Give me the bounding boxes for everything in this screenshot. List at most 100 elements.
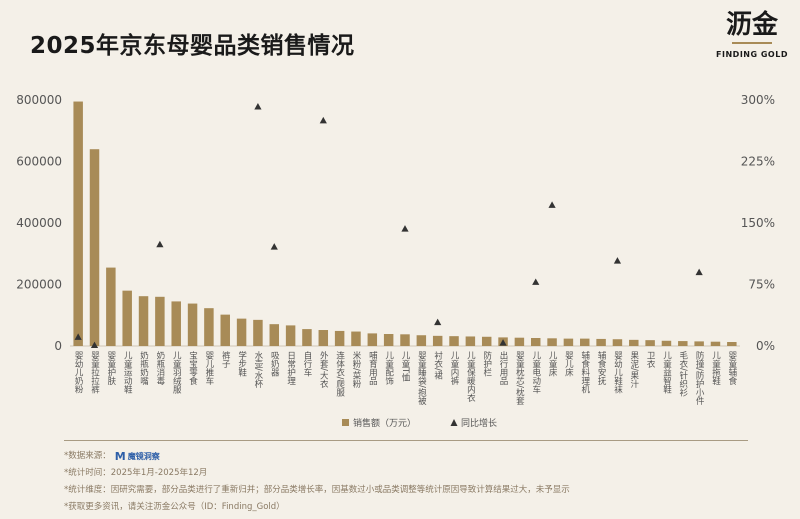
category-label: 果泥/果汁 <box>629 351 639 389</box>
brand-logo: 沥金 FINDING GOLD <box>712 10 792 59</box>
category-label: 奶瓶奶嘴 <box>139 350 149 386</box>
bar <box>481 336 492 346</box>
bar <box>269 324 280 346</box>
source-logo-text: 魔镜洞察 <box>127 452 160 461</box>
more-info-note: *获取更多资讯，请关注沥金公众号（ID：Finding_Gold） <box>64 502 285 512</box>
source-logo: M 魔镜洞察 <box>115 448 160 465</box>
chart-title: 2025年京东母婴品类销售情况 <box>30 33 355 59</box>
category-label: 出行用品 <box>498 350 508 386</box>
category-label: 儿童羽绒服 <box>171 351 181 394</box>
bar <box>367 333 378 346</box>
category-label: 米粉/菜粉 <box>351 350 361 388</box>
right-axis-tick: 0% <box>756 339 775 353</box>
category-label: 婴童睡袋/抱被 <box>416 351 426 406</box>
category-label: 儿童内裤 <box>449 351 459 386</box>
category-label: 奶瓶消毒 <box>155 350 165 386</box>
bar <box>629 339 639 346</box>
category-label: 婴儿推车 <box>204 351 214 386</box>
bar <box>220 314 230 346</box>
footnotes: *数据来源： M 魔镜洞察 *统计时间：2025年1月-2025年12月 *统计… <box>64 448 570 516</box>
bar <box>645 340 655 346</box>
bar <box>334 330 345 346</box>
bar <box>416 335 427 346</box>
bar <box>678 341 688 346</box>
category-label: 儿童运动鞋 <box>122 351 132 394</box>
bar <box>236 318 247 346</box>
bar <box>155 296 165 346</box>
growth-marker <box>156 240 164 248</box>
bar <box>187 303 198 346</box>
category-label: 婴童辅食 <box>727 351 737 386</box>
category-label: 婴童枕芯/枕套 <box>514 351 524 406</box>
growth-marker <box>695 268 703 276</box>
right-axis-tick: 225% <box>741 155 775 169</box>
bar <box>73 101 83 346</box>
bar <box>302 329 312 346</box>
bar-chart: 800000 600000 400000 200000 0 300% 225% 150% 75%… <box>16 93 775 429</box>
brand-divider <box>732 42 772 44</box>
bar <box>710 341 721 346</box>
bar <box>318 330 329 346</box>
right-axis-tick: 300% <box>741 93 775 107</box>
bar <box>432 335 443 346</box>
legend-bar-swatch <box>342 419 349 426</box>
bar <box>514 337 525 346</box>
source-logo-icon: M <box>114 450 126 463</box>
bar <box>351 331 361 346</box>
bar <box>530 338 541 346</box>
category-label: 儿童配饰 <box>384 351 394 386</box>
category-label: 连体衣/爬服 <box>335 350 345 397</box>
bar <box>449 336 459 346</box>
bar <box>253 319 263 346</box>
bar <box>383 334 394 346</box>
category-label: 儿童电动车 <box>531 351 541 394</box>
left-axis-tick: 200000 <box>16 278 62 292</box>
left-axis-tick: 600000 <box>16 155 62 169</box>
category-label: 防护栏 <box>482 350 492 377</box>
period-note: *统计时间：2025年1月-2025年12月 <box>64 468 208 478</box>
brand-name-en: FINDING GOLD <box>716 50 788 59</box>
category-label: 婴幼儿鞋袜 <box>612 351 622 394</box>
category-label: 裤子 <box>220 350 230 368</box>
category-label: 婴童护肤 <box>106 351 116 386</box>
bar <box>400 334 410 346</box>
legend-marker-swatch <box>450 419 458 426</box>
source-note: *数据来源： M 魔镜洞察 <box>64 448 570 465</box>
category-label: 防撞/防护小件 <box>694 350 704 405</box>
legend-bar-label: 销售额（万元） <box>353 417 416 429</box>
category-label: 衬衣/裙 <box>433 350 443 380</box>
bar <box>106 267 116 346</box>
bar <box>547 338 557 346</box>
footer-divider <box>64 440 748 441</box>
bar <box>171 301 181 346</box>
bar <box>138 296 149 346</box>
category-label: 辅食安抚 <box>596 350 606 386</box>
dimension-note: *统计维度：因研究需要，部分品类进行了重新归并；部分品类增长率，因基数过小或品类… <box>64 485 570 495</box>
bar <box>727 342 737 346</box>
source-label: *数据来源： <box>64 451 111 461</box>
right-axis-tick: 75% <box>748 278 775 292</box>
bar <box>661 340 672 346</box>
growth-marker <box>254 102 262 110</box>
bar <box>596 338 606 346</box>
bar <box>89 149 100 346</box>
category-label: 自行车 <box>302 350 312 377</box>
growth-marker <box>613 257 622 264</box>
category-label: 儿童T恤 <box>400 351 410 383</box>
category-label: 婴童拉拉裤 <box>90 351 100 394</box>
right-axis-tick: 150% <box>741 216 775 230</box>
category-label: 儿童拖鞋 <box>710 351 720 386</box>
category-label: 毛衣/针织衫 <box>678 350 688 397</box>
category-label: 宝宝零食 <box>188 350 198 386</box>
category-label: 辅食料理机 <box>580 350 590 394</box>
category-label: 日常护理 <box>286 351 296 385</box>
growth-marker <box>90 341 99 349</box>
left-axis-tick: 400000 <box>16 216 62 230</box>
growth-marker <box>434 318 442 326</box>
growth-marker <box>74 333 82 340</box>
category-label: 哺育用品 <box>367 350 377 386</box>
category-label: 儿童益智鞋 <box>661 351 671 394</box>
growth-marker <box>319 116 327 124</box>
category-label: 婴儿床 <box>563 351 573 377</box>
growth-marker <box>401 225 409 232</box>
